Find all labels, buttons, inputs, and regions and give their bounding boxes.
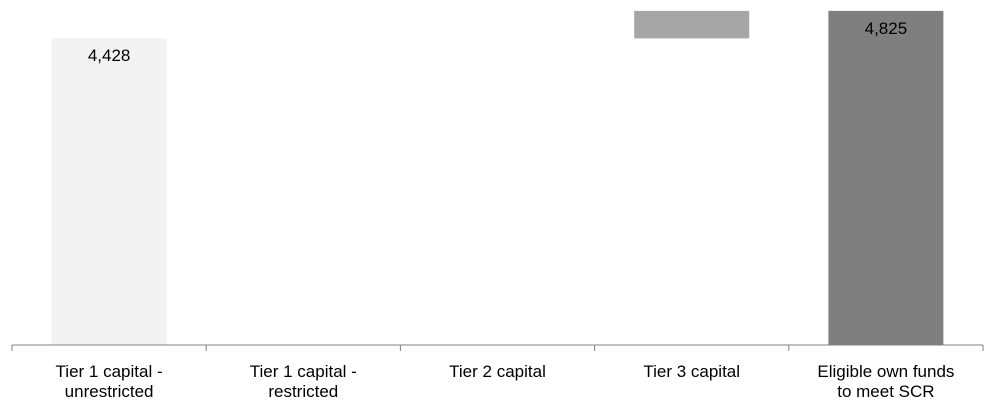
category-label-3: Tier 2 capital	[449, 362, 546, 381]
data-label-1: 4,428	[87, 46, 131, 66]
bar-5	[828, 10, 944, 346]
category-label-2: Tier 1 capital - restricted	[249, 362, 357, 401]
data-label-5: 4,825	[864, 18, 908, 38]
category-label-5: Eligible own funds to meet SCR	[817, 362, 955, 401]
bars-group	[51, 10, 944, 346]
category-label-1: Tier 1 capital - unrestricted	[55, 362, 163, 401]
bar-1	[51, 38, 167, 346]
category-label-4: Tier 3 capital	[643, 362, 741, 381]
x-axis	[11, 344, 984, 351]
bar-4	[634, 10, 750, 39]
